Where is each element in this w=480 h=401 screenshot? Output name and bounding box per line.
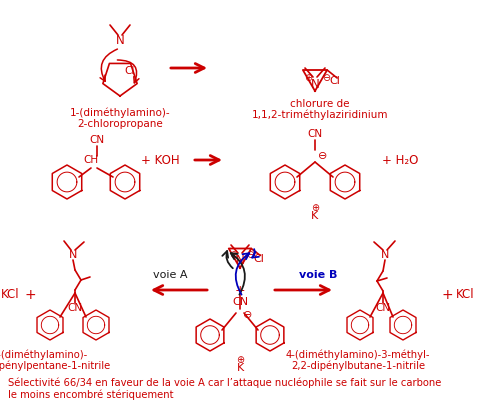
- Text: +: +: [24, 288, 36, 302]
- Text: 2,2-dipénylbutane-1-nitrile: 2,2-dipénylbutane-1-nitrile: [291, 361, 425, 371]
- Text: CN: CN: [307, 129, 323, 139]
- Text: 2,2-dipénylpentane-1-nitrile: 2,2-dipénylpentane-1-nitrile: [0, 361, 110, 371]
- Text: CN: CN: [375, 303, 391, 313]
- Text: KCl: KCl: [0, 288, 19, 302]
- Text: 1,1,2-triméthylaziridinium: 1,1,2-triméthylaziridinium: [252, 110, 388, 120]
- Text: K: K: [236, 363, 244, 373]
- Text: CN: CN: [67, 303, 83, 313]
- Text: 2-chloropropane: 2-chloropropane: [77, 119, 163, 129]
- Text: N: N: [311, 77, 319, 91]
- Text: ⊕: ⊕: [311, 203, 319, 213]
- Text: 4-(diméthylamino)-: 4-(diméthylamino)-: [0, 350, 88, 360]
- Text: ⊕: ⊕: [229, 250, 237, 260]
- Text: chlorure de: chlorure de: [290, 99, 350, 109]
- Text: voie A: voie A: [153, 270, 187, 280]
- Text: ⊖: ⊖: [243, 310, 252, 320]
- Text: KCl: KCl: [456, 288, 474, 302]
- Text: N: N: [69, 250, 77, 260]
- Text: ⊖: ⊖: [246, 250, 254, 260]
- Text: +: +: [441, 288, 453, 302]
- Text: voie B: voie B: [299, 270, 337, 280]
- Text: CN: CN: [232, 297, 248, 307]
- Text: CH: CH: [84, 155, 98, 165]
- Text: Cl: Cl: [330, 76, 340, 86]
- Text: Cl: Cl: [124, 67, 135, 77]
- Text: +: +: [235, 284, 245, 296]
- Text: Cl: Cl: [253, 254, 264, 264]
- Text: ⊖: ⊖: [322, 73, 330, 83]
- Text: N: N: [236, 255, 244, 267]
- Text: ⊖: ⊖: [318, 151, 328, 161]
- Text: 1-(diméthylamino)-: 1-(diméthylamino)-: [70, 108, 170, 118]
- Text: K: K: [312, 211, 319, 221]
- Text: ⊕: ⊕: [236, 355, 244, 365]
- Text: ⊕: ⊕: [304, 73, 312, 83]
- Text: 4-(diméthylamino)-3-méthyl-: 4-(diméthylamino)-3-méthyl-: [286, 350, 430, 360]
- Text: le moins encombré stériquement: le moins encombré stériquement: [8, 390, 173, 401]
- Text: N: N: [381, 250, 389, 260]
- Text: N: N: [116, 34, 124, 47]
- Text: CN: CN: [89, 135, 105, 145]
- Text: Sélectivité 66/34 en faveur de la voie A car l’attaque nucléophile se fait sur l: Sélectivité 66/34 en faveur de la voie A…: [8, 378, 442, 389]
- Text: + H₂O: + H₂O: [382, 154, 418, 166]
- Text: + KOH: + KOH: [141, 154, 180, 166]
